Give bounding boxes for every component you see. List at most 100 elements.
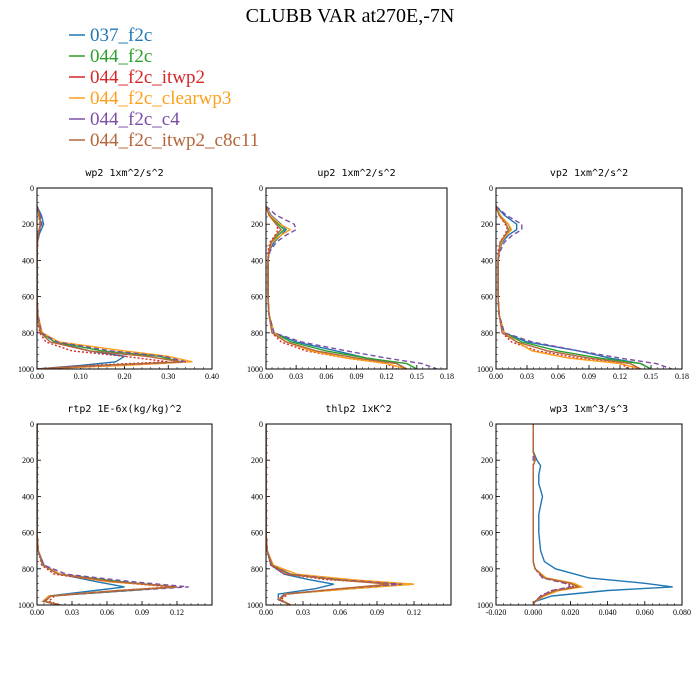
x-tick-label: 0.06 bbox=[319, 372, 333, 381]
x-tick-label: 0.03 bbox=[289, 372, 303, 381]
legend-label: 044_f2c_itwp2 bbox=[90, 67, 205, 88]
y-tick-label: 200 bbox=[481, 456, 493, 465]
series-line bbox=[496, 205, 642, 369]
legend-label: 044_f2c_itwp2_c8c11 bbox=[90, 130, 259, 151]
x-tick-label: -0.020 bbox=[486, 608, 507, 617]
series-line bbox=[266, 424, 334, 605]
legend-label: 044_f2c bbox=[90, 46, 152, 67]
y-tick-label: 400 bbox=[481, 492, 493, 501]
x-tick-label: 0.000 bbox=[524, 608, 542, 617]
x-tick-label: 0.03 bbox=[520, 372, 534, 381]
y-tick-label: 0 bbox=[30, 420, 34, 429]
series-line bbox=[496, 205, 641, 369]
chart-panel: wp3 1xm^3/s^3 0 200 400 600 800 1000-0.020 0.00… bbox=[477, 404, 691, 617]
x-tick-label: 0.00 bbox=[259, 608, 273, 617]
y-tick-label: 200 bbox=[22, 220, 34, 229]
y-tick-label: 0 bbox=[489, 420, 493, 429]
y-tick-label: 400 bbox=[251, 256, 263, 265]
x-tick-label: 0.00 bbox=[259, 372, 273, 381]
y-tick-label: 400 bbox=[22, 492, 34, 501]
legend-label: 044_f2c_c4 bbox=[90, 109, 180, 130]
x-tick-label: 0.00 bbox=[489, 372, 503, 381]
series-line bbox=[37, 424, 178, 605]
x-tick-label: 0.040 bbox=[599, 608, 617, 617]
y-tick-label: 200 bbox=[22, 456, 34, 465]
x-tick-label: 0.20 bbox=[118, 372, 132, 381]
series-line bbox=[532, 424, 584, 605]
plot-frame bbox=[265, 423, 452, 606]
x-tick-label: 0.09 bbox=[350, 372, 364, 381]
panel-title: thlp2 1xK^2 bbox=[325, 404, 391, 415]
y-tick-label: 200 bbox=[251, 456, 263, 465]
x-tick-label: 0.12 bbox=[613, 372, 627, 381]
series-line bbox=[532, 424, 581, 605]
panel-title: wp2 1xm^2/s^2 bbox=[85, 168, 163, 179]
y-tick-label: 1000 bbox=[18, 365, 34, 374]
plot-frame bbox=[495, 187, 683, 370]
y-tick-label: 0 bbox=[259, 184, 263, 193]
series-line bbox=[266, 424, 390, 605]
series-line bbox=[37, 205, 182, 369]
y-tick-label: 1000 bbox=[477, 601, 493, 610]
panel-title: rtp2 1E-6x(kg/kg)^2 bbox=[67, 404, 181, 415]
plot-frame bbox=[495, 423, 683, 606]
x-tick-label: 0.30 bbox=[161, 372, 175, 381]
series-line bbox=[37, 424, 172, 605]
series-line bbox=[266, 205, 398, 369]
x-tick-label: 0.18 bbox=[440, 372, 454, 381]
y-tick-label: 600 bbox=[251, 529, 263, 538]
x-tick-label: 0.09 bbox=[582, 372, 596, 381]
x-tick-label: 0.080 bbox=[673, 608, 691, 617]
x-tick-label: 0.12 bbox=[407, 608, 421, 617]
series-line bbox=[37, 424, 178, 605]
x-tick-label: 0.00 bbox=[30, 372, 44, 381]
x-tick-label: 0.020 bbox=[561, 608, 579, 617]
y-tick-label: 600 bbox=[481, 529, 493, 538]
y-tick-label: 600 bbox=[22, 293, 34, 302]
series-line bbox=[532, 424, 673, 605]
x-tick-label: 0.06 bbox=[551, 372, 565, 381]
y-tick-label: 0 bbox=[259, 420, 263, 429]
x-tick-label: 0.10 bbox=[74, 372, 88, 381]
series-line bbox=[532, 424, 583, 605]
y-tick-label: 600 bbox=[22, 529, 34, 538]
x-tick-label: 0.09 bbox=[370, 608, 384, 617]
y-tick-label: 0 bbox=[489, 184, 493, 193]
y-tick-label: 1000 bbox=[247, 365, 263, 374]
y-tick-label: 800 bbox=[481, 329, 493, 338]
x-tick-label: 0.00 bbox=[30, 608, 44, 617]
y-tick-label: 600 bbox=[251, 293, 263, 302]
y-tick-label: 400 bbox=[251, 492, 263, 501]
plot-frame bbox=[36, 423, 213, 606]
x-tick-label: 0.12 bbox=[170, 608, 184, 617]
y-tick-label: 600 bbox=[481, 293, 493, 302]
y-tick-label: 800 bbox=[481, 565, 493, 574]
panel-title: vp2 1xm^2/s^2 bbox=[550, 168, 628, 179]
y-tick-label: 1000 bbox=[477, 365, 493, 374]
x-tick-label: 0.09 bbox=[135, 608, 149, 617]
legend: 037_f2c044_f2c044_f2c_itwp2044_f2c_clear… bbox=[69, 25, 259, 151]
x-tick-label: 0.03 bbox=[296, 608, 310, 617]
y-tick-label: 1000 bbox=[247, 601, 263, 610]
y-tick-label: 400 bbox=[481, 256, 493, 265]
y-tick-label: 800 bbox=[22, 329, 34, 338]
x-tick-label: 0.12 bbox=[380, 372, 394, 381]
x-tick-label: 0.15 bbox=[644, 372, 658, 381]
series-line bbox=[266, 205, 408, 369]
y-tick-label: 0 bbox=[30, 184, 34, 193]
y-tick-label: 1000 bbox=[18, 601, 34, 610]
y-tick-label: 200 bbox=[251, 220, 263, 229]
x-tick-label: 0.06 bbox=[100, 608, 114, 617]
x-tick-label: 0.06 bbox=[333, 608, 347, 617]
x-tick-label: 0.15 bbox=[410, 372, 424, 381]
series-line bbox=[37, 424, 189, 605]
panel-title: up2 1xm^2/s^2 bbox=[317, 168, 395, 179]
series-line bbox=[266, 424, 415, 605]
y-tick-label: 800 bbox=[251, 329, 263, 338]
